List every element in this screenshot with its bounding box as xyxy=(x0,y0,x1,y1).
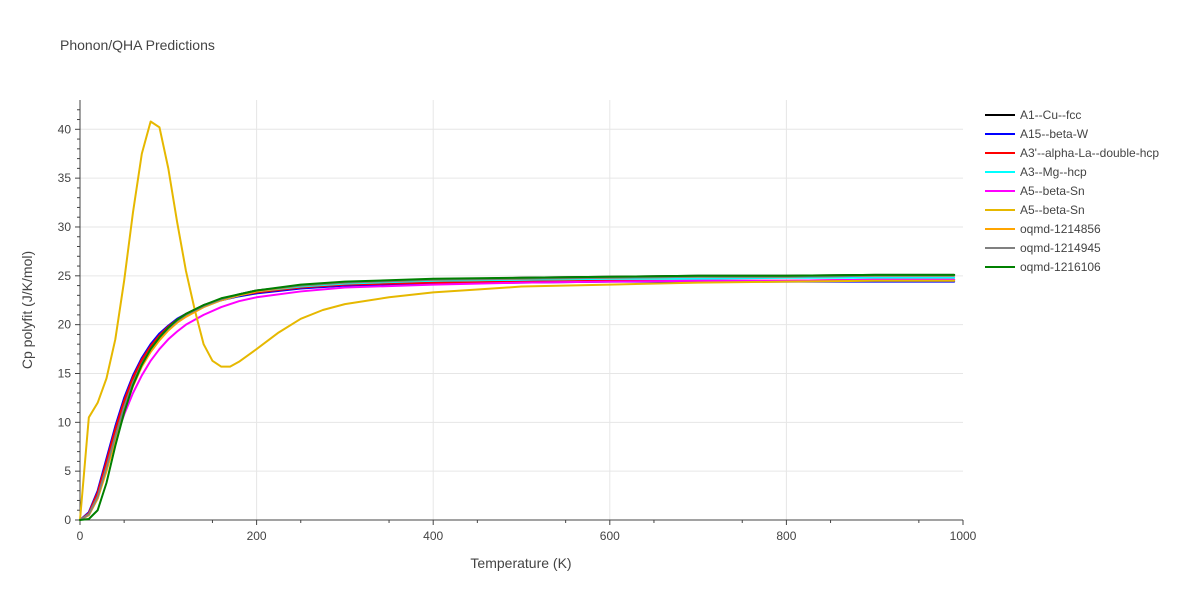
legend-item-2[interactable]: A15--beta-W xyxy=(985,127,1089,141)
axis-layer: 0 200 400 600 800 1000 0 5 10 15 20 25 30 35 40 xyxy=(58,100,977,543)
legend-item-3[interactable]: A3'--alpha-La--double-hcp xyxy=(985,146,1159,160)
y-tick-label: 15 xyxy=(58,366,72,380)
legend-item-1[interactable]: A1--Cu--fcc xyxy=(985,108,1081,122)
series-layer xyxy=(79,120,956,521)
y-tick-label: 30 xyxy=(58,220,72,234)
x-axis-label: Temperature (K) xyxy=(470,555,571,571)
legend-item-9[interactable]: oqmd-1216106 xyxy=(985,260,1101,274)
legend-label: A3--Mg--hcp xyxy=(1020,165,1087,179)
y-axis-label: Cp polyfit (J/K/mol) xyxy=(19,251,35,369)
legend-label: A5--beta-Sn xyxy=(1020,203,1085,217)
y-tick-label: 5 xyxy=(64,464,71,478)
legend-label: A15--beta-W xyxy=(1020,127,1089,141)
x-tick-label: 600 xyxy=(600,529,620,543)
legend-item-6[interactable]: A5--beta-Sn xyxy=(985,203,1085,217)
legend-label: oqmd-1216106 xyxy=(1020,260,1101,274)
y-tick-label: 20 xyxy=(58,318,72,332)
chart-title: Phonon/QHA Predictions xyxy=(60,37,215,53)
y-tick-label: 0 xyxy=(64,513,71,527)
legend[interactable]: A1--Cu--fcc A15--beta-W A3'--alpha-La--dou… xyxy=(985,108,1159,274)
y-tick-label: 35 xyxy=(58,171,72,185)
y-tick-label: 40 xyxy=(58,122,72,136)
x-tick-label: 800 xyxy=(776,529,796,543)
legend-item-4[interactable]: A3--Mg--hcp xyxy=(985,165,1087,179)
legend-label: A5--beta-Sn xyxy=(1020,184,1085,198)
x-tick-label: 1000 xyxy=(950,529,977,543)
legend-label: A1--Cu--fcc xyxy=(1020,108,1081,122)
legend-item-7[interactable]: oqmd-1214856 xyxy=(985,222,1101,236)
legend-label: A3'--alpha-La--double-hcp xyxy=(1020,146,1159,160)
y-tick-label: 25 xyxy=(58,269,72,283)
y-tick-label: 10 xyxy=(58,415,72,429)
grid-layer xyxy=(80,100,963,520)
series-line-6[interactable] xyxy=(79,120,956,521)
legend-label: oqmd-1214856 xyxy=(1020,222,1101,236)
legend-item-8[interactable]: oqmd-1214945 xyxy=(985,241,1101,255)
x-tick-label: 0 xyxy=(77,529,84,543)
x-tick-label: 200 xyxy=(247,529,267,543)
series-line-9[interactable] xyxy=(79,273,956,521)
legend-label: oqmd-1214945 xyxy=(1020,241,1101,255)
x-tick-label: 400 xyxy=(423,529,443,543)
legend-item-5[interactable]: A5--beta-Sn xyxy=(985,184,1085,198)
